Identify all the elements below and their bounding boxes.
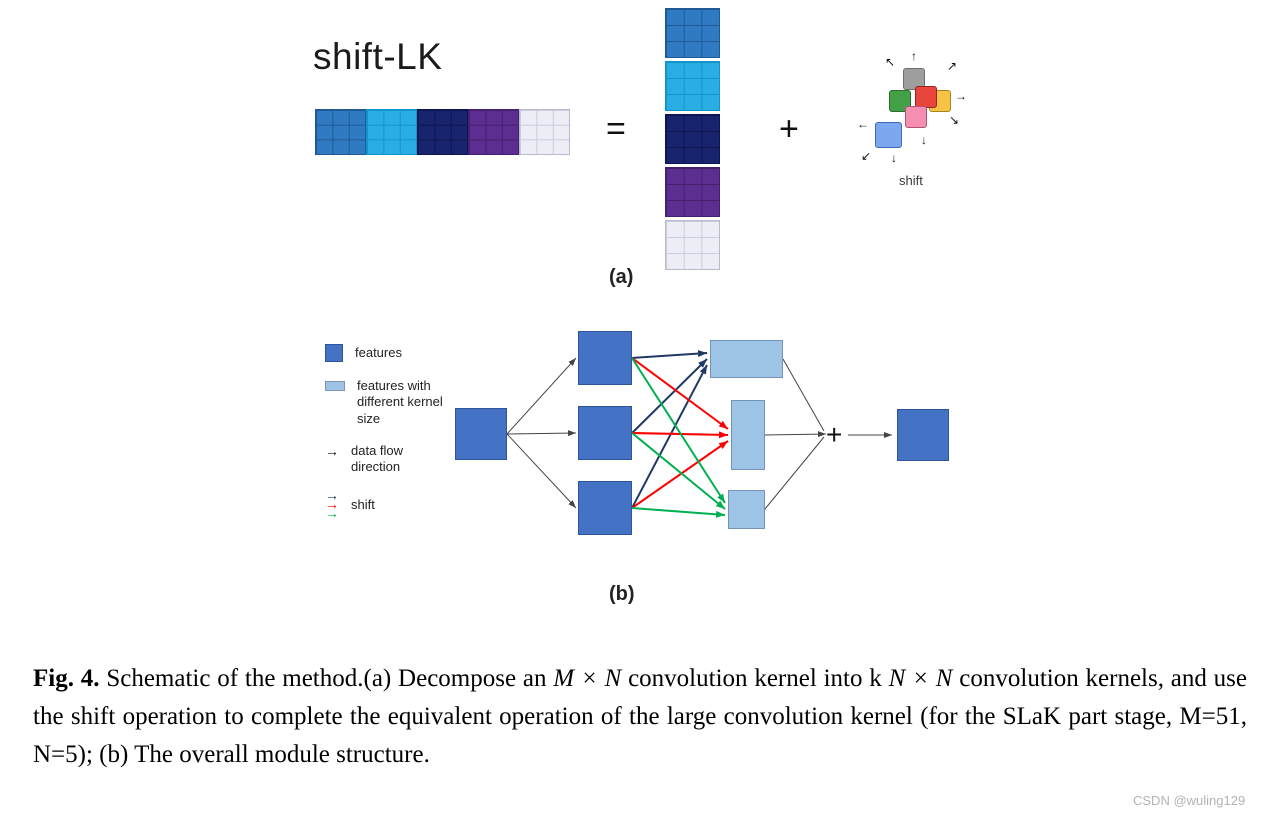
legend-item-kernel-size: features with different kernel size	[325, 378, 475, 427]
shift-arrow-red-icon: →	[325, 496, 339, 513]
kernel-grid-purple	[468, 109, 519, 155]
legend-label-shift: shift	[351, 496, 375, 512]
legend-item-features: features	[325, 344, 475, 362]
kernel-feature-rect-3	[728, 490, 765, 529]
shift-green-arrows	[631, 357, 726, 518]
caption-text-3: convolution kernels, and use the shift o…	[33, 665, 1247, 768]
shift-arrow-icon: ↘	[949, 113, 960, 127]
equals-sign: =	[606, 110, 626, 148]
kernel-grid-purple	[665, 167, 720, 217]
shift-square-blue	[875, 122, 902, 148]
shift-square-red	[915, 86, 937, 108]
legend-label-features: features	[355, 344, 402, 360]
shift-label: shift	[899, 173, 923, 188]
legend-item-data-flow: → data flow direction	[325, 443, 475, 476]
shift-square-gray	[903, 68, 925, 90]
flow-arrows-svg	[506, 350, 892, 518]
shift-arrow-icon: ←	[857, 117, 869, 131]
kernel-grid-navy	[665, 114, 720, 164]
branch-feature-square-1	[578, 331, 632, 385]
sum-convergence-arrows	[764, 358, 827, 510]
shift-navy-arrows	[631, 350, 708, 509]
branch-feature-square-3	[578, 481, 632, 535]
shift-arrow-icon: ↙	[861, 149, 872, 163]
kernel-grid-cyan	[366, 109, 417, 155]
part-a-label: (a)	[609, 266, 634, 288]
shift-arrow-navy-icon: →	[325, 487, 339, 504]
kernel-grid-blue	[315, 109, 366, 155]
plus-sign-a: +	[779, 110, 799, 148]
shift-arrow-icon: ↓	[921, 133, 927, 147]
shift-arrow-icon: ↓	[891, 151, 897, 165]
legend-label-kernel-size: features with different kernel size	[357, 378, 443, 426]
kernel-column	[665, 8, 720, 270]
kernel-grid-blue	[665, 8, 720, 58]
caption-math-2: N × N	[888, 665, 953, 692]
kernel-row	[315, 109, 570, 155]
watermark: CSDN @wuling129	[1133, 793, 1246, 808]
branch-feature-square-2	[578, 406, 632, 460]
shift-arrow-icon: ↖	[885, 55, 896, 69]
input-fanout-arrows	[506, 357, 577, 509]
kernel-size-swatch	[325, 381, 345, 391]
features-swatch	[325, 344, 343, 362]
caption-text-1: Schematic of the method.(a) Decompose an	[99, 665, 554, 692]
data-flow-arrow-icon: →	[325, 442, 339, 459]
caption-text-2: convolution kernel into k	[621, 665, 889, 692]
shift-lk-title: shift-LK	[313, 36, 443, 77]
figure-caption: Fig. 4. Schematic of the method.(a) Deco…	[33, 660, 1247, 774]
kernel-feature-rect-1	[710, 340, 783, 378]
kernel-grid-cyan	[665, 61, 720, 111]
shift-arrow-green-icon: →	[325, 505, 339, 522]
kernel-grid-lavender	[665, 220, 720, 270]
legend: features features with different kernel …	[325, 344, 475, 534]
shift-cluster: ↑ ↖ ↗ → ↘ ↓ ← ↙ ↓	[855, 50, 970, 175]
legend-item-shift: → → → shift	[325, 487, 475, 522]
shift-red-arrows	[631, 357, 729, 509]
shift-arrows-icon: → → →	[325, 487, 339, 522]
legend-label-data-flow: data flow direction	[351, 442, 404, 474]
shift-arrow-icon: ↗	[947, 59, 958, 73]
kernel-feature-rect-2	[731, 400, 765, 470]
caption-fig-label: Fig. 4.	[33, 665, 100, 692]
shift-arrow-icon: ↑	[911, 49, 917, 63]
input-feature-square	[455, 408, 507, 460]
plus-sign-b: +	[826, 419, 843, 450]
output-feature-square	[897, 409, 949, 461]
kernel-grid-lavender	[519, 109, 570, 155]
shift-square-pink	[905, 106, 927, 128]
shift-arrow-icon: →	[955, 89, 967, 103]
caption-math-1: M × N	[553, 665, 622, 692]
part-b-label: (b)	[609, 583, 635, 605]
kernel-grid-navy	[417, 109, 468, 155]
